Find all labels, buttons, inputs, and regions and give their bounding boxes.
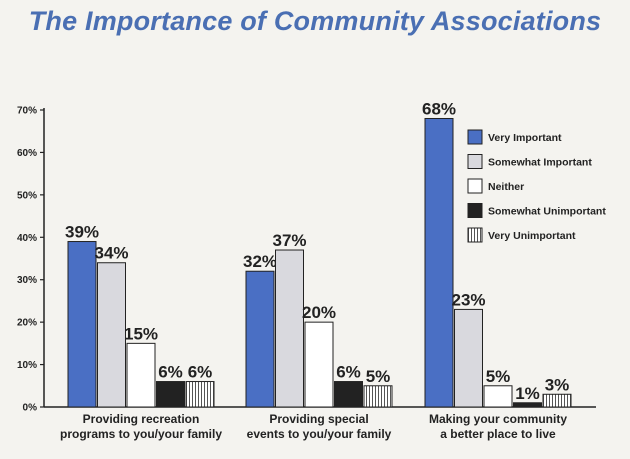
- data-label: 6%: [188, 363, 213, 382]
- data-label: 6%: [336, 363, 361, 382]
- bar: [126, 342, 156, 408]
- data-label: 5%: [366, 367, 391, 386]
- data-label: 1%: [515, 384, 540, 403]
- data-label: 15%: [124, 324, 158, 343]
- bar: [542, 393, 572, 408]
- y-tick-label: 70%: [17, 106, 37, 117]
- legend-label: Somewhat Important: [488, 157, 592, 169]
- y-tick-label: 60%: [17, 148, 37, 159]
- bar: [185, 381, 215, 408]
- legend-swatch: [467, 227, 483, 243]
- y-tick-label: 50%: [17, 190, 37, 201]
- data-label: 68%: [422, 99, 456, 118]
- data-label: 23%: [451, 290, 485, 309]
- bar: [424, 117, 454, 408]
- category-label: programs to you/your family: [60, 427, 222, 441]
- legend-label: Very Important: [488, 132, 562, 144]
- data-label: 39%: [65, 223, 99, 242]
- legend-label: Very Unimportant: [488, 230, 576, 242]
- bar: [245, 270, 275, 408]
- data-label: 34%: [94, 244, 128, 263]
- y-tick-label: 30%: [17, 275, 37, 286]
- y-tick-label: 40%: [17, 233, 37, 244]
- bar: [454, 308, 483, 408]
- legend-swatch: [467, 203, 483, 218]
- category-label: events to you/your family: [247, 427, 392, 441]
- category-label: Making your community: [429, 412, 567, 426]
- bar: [156, 381, 185, 408]
- data-label: 20%: [302, 303, 336, 322]
- legend-label: Somewhat Unimportant: [488, 206, 606, 218]
- bar: [67, 241, 97, 408]
- bar: [483, 385, 513, 408]
- category-label: a better place to live: [440, 427, 556, 441]
- legend-label: Neither: [488, 181, 524, 193]
- bar: [513, 402, 542, 408]
- legend-swatch: [467, 129, 483, 145]
- bar: [363, 385, 393, 408]
- y-tick-label: 0%: [23, 403, 38, 414]
- bar: [334, 381, 363, 408]
- chart-title: The Importance of Community Associations: [28, 6, 602, 36]
- legend-swatch: [467, 154, 483, 169]
- data-label: 3%: [545, 375, 570, 394]
- category-label: Providing recreation: [83, 412, 200, 426]
- data-label: 6%: [158, 363, 183, 382]
- y-tick-label: 20%: [17, 318, 37, 329]
- legend-swatch: [467, 178, 483, 194]
- y-tick-label: 10%: [17, 360, 37, 371]
- data-label: 32%: [243, 252, 277, 271]
- data-label: 37%: [272, 231, 306, 250]
- data-label: 5%: [486, 367, 511, 386]
- bar: [97, 262, 126, 408]
- bar: [275, 249, 304, 408]
- category-label: Providing special: [269, 412, 368, 426]
- bar: [304, 321, 334, 408]
